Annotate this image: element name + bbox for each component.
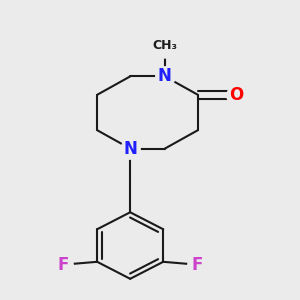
- Text: F: F: [58, 256, 69, 274]
- Text: N: N: [123, 140, 137, 158]
- Text: F: F: [191, 256, 202, 274]
- Text: N: N: [158, 68, 172, 85]
- Text: O: O: [229, 86, 243, 104]
- Text: CH₃: CH₃: [152, 39, 177, 52]
